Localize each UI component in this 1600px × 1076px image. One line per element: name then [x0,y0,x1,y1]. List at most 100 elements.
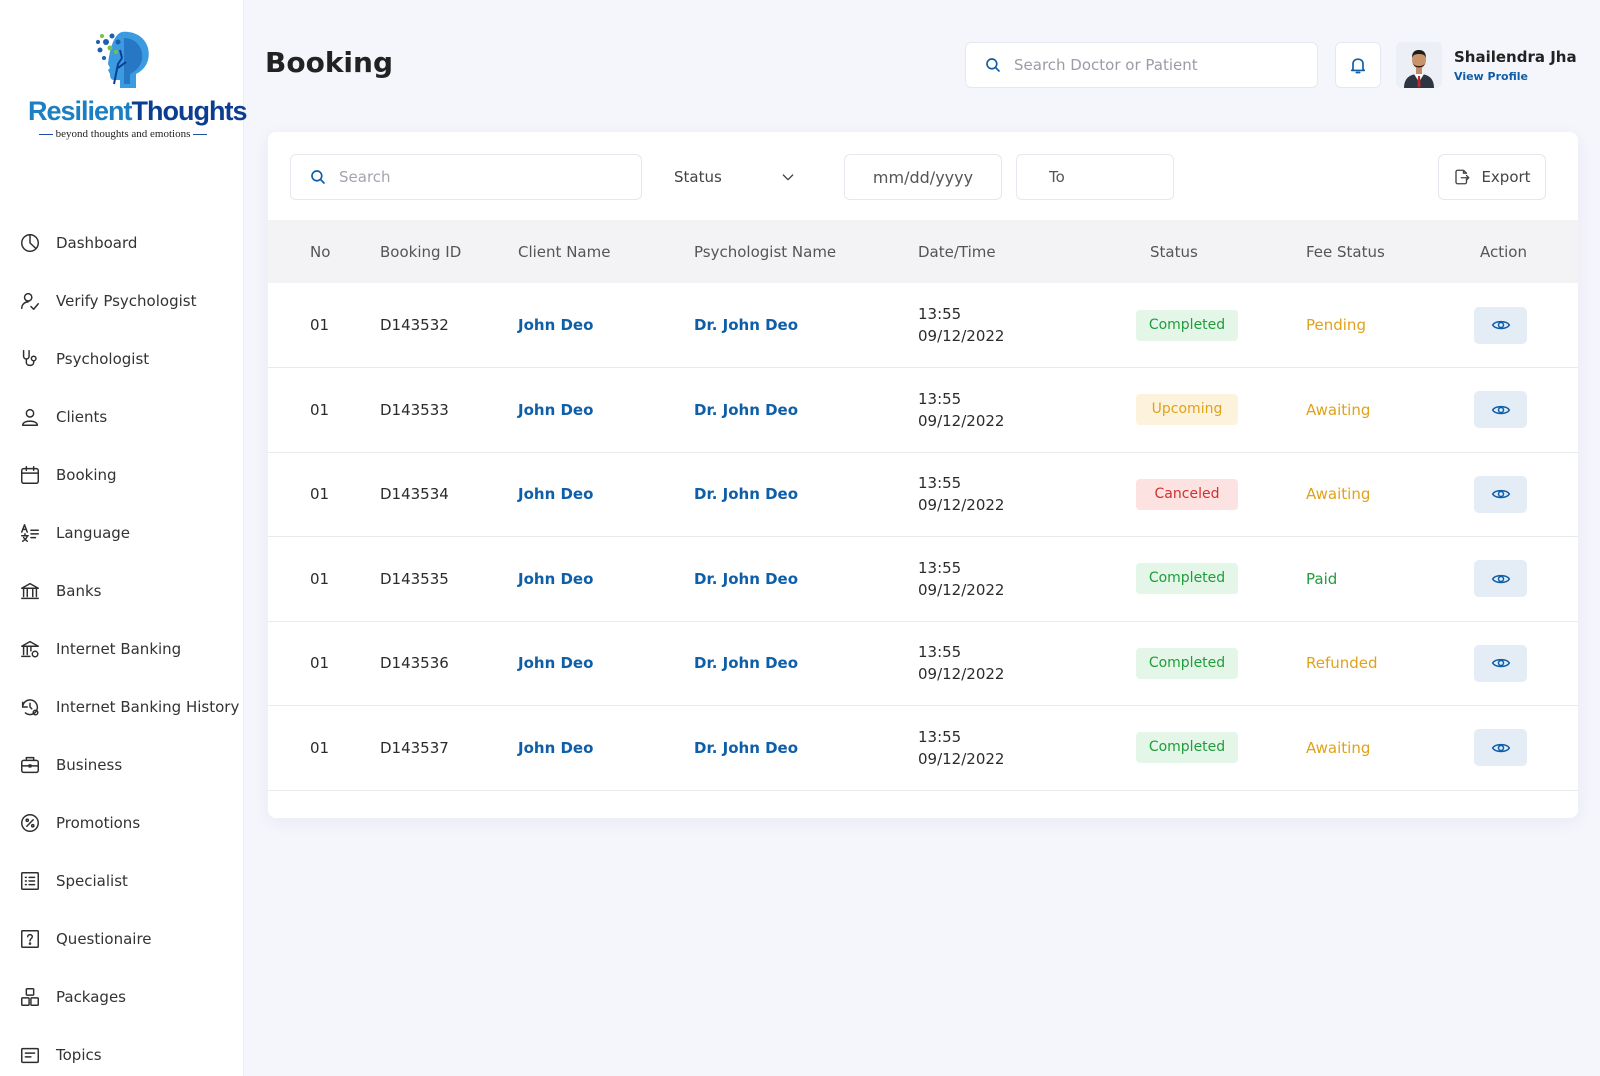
brand-head-icon [96,31,149,88]
sidebar-item-label: Promotions [56,814,141,832]
cell-date-time: 13:55 09/12/2022 [918,706,1126,791]
cell-no: 01 [310,400,330,419]
cell-date: 09/12/2022 [918,496,1005,515]
cell-no: 01 [310,485,330,504]
brand-name: ResilientThoughts [28,96,248,126]
client-name-link[interactable]: John Deo [518,569,594,588]
sidebar-item-label: Internet Banking History [56,698,240,716]
cell-no: 01 [310,654,330,673]
question-icon [18,927,42,951]
sidebar-item-internet-banking[interactable]: Internet Banking [0,620,244,678]
table-header-row: No Booking ID Client Name Psychologist N… [268,220,1578,283]
client-name-link[interactable]: John Deo [518,400,594,419]
cell-date: 09/12/2022 [918,665,1005,684]
psychologist-name-link[interactable]: Dr. John Deo [694,654,799,673]
sidebar-item-questionaire[interactable]: Questionaire [0,910,244,968]
avatar[interactable] [1396,42,1442,88]
col-header-fee-status: Fee Status [1306,242,1385,261]
export-button[interactable]: Export [1438,154,1546,200]
cell-time: 13:55 [918,389,962,408]
col-header-action: Action [1480,242,1527,261]
client-name-link[interactable]: John Deo [518,654,594,673]
sidebar-item-label: Psychologist [56,350,150,368]
booking-table: No Booking ID Client Name Psychologist N… [268,220,1578,791]
col-header-client-name: Client Name [518,242,611,261]
psychologist-name-link[interactable]: Dr. John Deo [694,569,799,588]
sidebar-item-clients[interactable]: Clients [0,388,244,446]
sidebar-item-verify-psychologist[interactable]: Verify Psychologist [0,272,244,330]
view-booking-button[interactable] [1474,644,1527,682]
eye-icon [1491,743,1510,752]
brand-tagline: beyond thoughts and emotions [28,128,218,140]
view-booking-button[interactable] [1474,560,1527,598]
sidebar-item-label: Language [56,524,131,542]
user-name: Shailendra Jha [1454,48,1577,66]
view-booking-button[interactable] [1474,475,1527,513]
psychologist-name-link[interactable]: Dr. John Deo [694,400,799,419]
table-row: 01 D143537 John Deo Dr. John Deo 13:55 0… [268,706,1578,791]
psychologist-name-link[interactable]: Dr. John Deo [694,485,799,504]
cell-booking-id: D143533 [380,400,449,419]
psychologist-name-link[interactable]: Dr. John Deo [694,316,799,334]
brand-name-part2: Thoughts [131,96,248,126]
col-header-psychologist-name: Psychologist Name [694,242,837,261]
sidebar-item-promotions[interactable]: Promotions [0,794,244,852]
sidebar-item-internet-banking-history[interactable]: Internet Banking History [0,678,244,736]
sidebar-item-topics[interactable]: Topics [0,1026,244,1076]
cell-booking-id: D143537 [380,738,449,757]
cell-date-time: 13:55 09/12/2022 [918,452,1126,537]
eye-icon [1491,490,1510,499]
client-name-link[interactable]: John Deo [518,485,594,504]
booking-search[interactable] [290,154,642,200]
cell-date-time: 13:55 09/12/2022 [918,621,1126,706]
export-label: Export [1481,168,1531,186]
sidebar-item-label: Topics [56,1046,102,1064]
cell-booking-id: D143534 [380,485,449,504]
history-icon [18,695,42,719]
percent-icon [18,811,42,835]
brand-logo[interactable]: ResilientThoughts beyond thoughts and em… [28,28,248,158]
search-icon [311,170,325,184]
chevron-down-icon [782,174,794,181]
sidebar-item-booking[interactable]: Booking [0,446,244,504]
notifications-button[interactable] [1335,42,1381,88]
cell-date: 09/12/2022 [918,327,1005,345]
sidebar-item-label: Specialist [56,872,128,890]
cell-date-time: 13:55 09/12/2022 [918,537,1126,622]
fee-status: Awaiting [1306,400,1371,419]
fee-status: Refunded [1306,654,1378,673]
booking-search-input[interactable] [339,168,629,186]
cell-time: 13:55 [918,643,962,662]
date-to-input[interactable]: To [1016,154,1174,200]
language-icon [18,521,42,545]
view-booking-button[interactable] [1474,729,1527,767]
cell-date: 09/12/2022 [918,749,1005,768]
sidebar-item-psychologist[interactable]: Psychologist [0,330,244,388]
client-name-link[interactable]: John Deo [518,316,594,334]
table-row: 01 D143532 John Deo Dr. John Deo 13:55 0… [268,283,1578,368]
global-search-input[interactable] [1014,56,1294,74]
status-badge: Completed [1136,309,1238,341]
status-filter-dropdown[interactable]: Status [656,154,806,200]
filter-bar: Status mm/dd/yyyy To Export [268,132,1578,220]
view-profile-link[interactable]: View Profile [1454,70,1528,83]
sidebar-item-business[interactable]: Business [0,736,244,794]
sidebar-item-language[interactable]: Language [0,504,244,562]
client-name-link[interactable]: John Deo [518,738,594,757]
sidebar-item-dashboard[interactable]: Dashboard [0,214,244,272]
sidebar-item-specialist[interactable]: Specialist [0,852,244,910]
cell-date: 09/12/2022 [918,411,1005,430]
psychologist-name-link[interactable]: Dr. John Deo [694,738,799,757]
sidebar-item-banks[interactable]: Banks [0,562,244,620]
sidebar-item-label: Internet Banking [56,640,182,658]
sidebar-nav: Dashboard Verify Psychologist Psychologi… [0,214,244,1076]
view-booking-button[interactable] [1474,391,1527,429]
topics-icon [18,1043,42,1067]
cell-date: 09/12/2022 [918,580,1005,599]
cell-no: 01 [310,738,330,757]
date-from-input[interactable]: mm/dd/yyyy [844,154,1002,200]
sidebar-item-packages[interactable]: Packages [0,968,244,1026]
cell-no: 01 [310,316,330,334]
view-booking-button[interactable] [1474,306,1527,344]
global-search[interactable] [965,42,1318,88]
